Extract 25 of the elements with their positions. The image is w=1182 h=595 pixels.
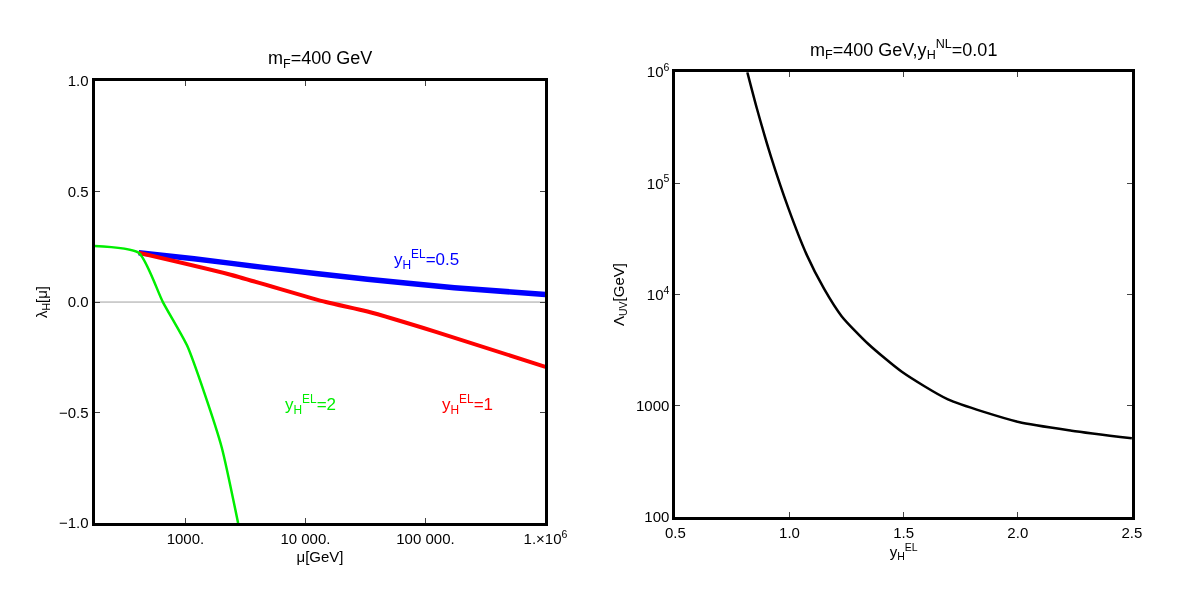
y-tick-label: 10$^{6}$ <box>646 61 670 81</box>
x-tick-label: 10 000. <box>280 530 331 548</box>
y-tick-label: 0.0 <box>67 293 89 311</box>
y-tick-label: 10$^{5}$ <box>646 172 670 192</box>
x-tick-label: 2.0 <box>1007 523 1029 541</box>
series-label: y$_{H}$$^{EL}$=0.5 <box>394 247 460 272</box>
y-tick-label: 0.5 <box>67 182 89 200</box>
x-tick-label: 2.5 <box>1121 523 1143 541</box>
y-tick-label: 100 <box>644 508 670 526</box>
y-tick-label: 1000 <box>636 397 670 414</box>
x-tick-label: 1.0 <box>779 523 800 541</box>
chart-title: m$_{F}$=400 GeV,y$_{H}$$^{NL}$=0.01 <box>810 37 998 63</box>
x-tick-label: 1.×10$^{6}$ <box>523 527 568 548</box>
x-tick-label: 1000. <box>166 530 205 548</box>
y-tick-label: −1.0 <box>58 514 89 532</box>
y-tick-label: 10$^{4}$ <box>646 283 670 303</box>
y-tick-label: 1.0 <box>67 72 89 90</box>
x-axis-title: μ[GeV] <box>296 548 344 566</box>
text: y$_{H}$$^{EL}$=1 <box>442 392 494 417</box>
text: y$_{H}$$^{EL}$=2 <box>285 392 337 417</box>
y-tick-label: −0.5 <box>58 403 89 421</box>
x-tick-label: 100 000. <box>396 530 455 548</box>
x-tick-label: 0.5 <box>664 523 686 541</box>
x-tick-label: 1.5 <box>893 523 915 541</box>
chart-title: m$_{F}$=400 GeV <box>268 48 373 71</box>
